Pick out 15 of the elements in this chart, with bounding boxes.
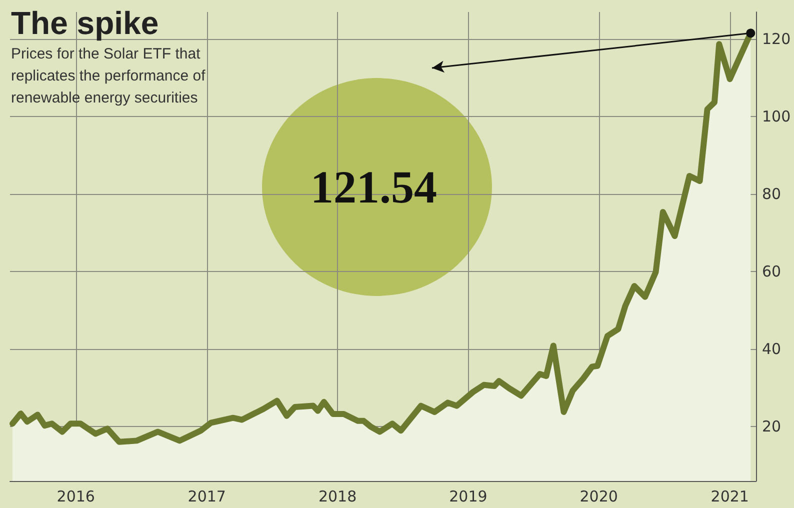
text: Prices for the Solar ETF that replicates the performance of renewable energy securities — [11, 46, 210, 106]
y-tick-label: 100 — [762, 108, 791, 126]
y-tick-label: 20 — [762, 418, 782, 436]
x-tick-label: 2018 — [318, 488, 357, 506]
annotation: 121.54 — [310, 162, 437, 212]
y-tick-label: 60 — [762, 262, 782, 281]
x-tick-label: 2019 — [449, 488, 488, 506]
y-tick-label: 40 — [762, 340, 782, 358]
y-tick-label: 80 — [762, 185, 782, 204]
x-tick-label: 2016 — [56, 488, 95, 506]
chart-title: The spike — [11, 5, 159, 41]
x-tick-label: 2017 — [188, 488, 226, 506]
x-tick-label: 2020 — [580, 488, 618, 506]
x-tick-label: 2021 — [710, 488, 749, 506]
y-tick-label: 120 — [762, 30, 791, 48]
